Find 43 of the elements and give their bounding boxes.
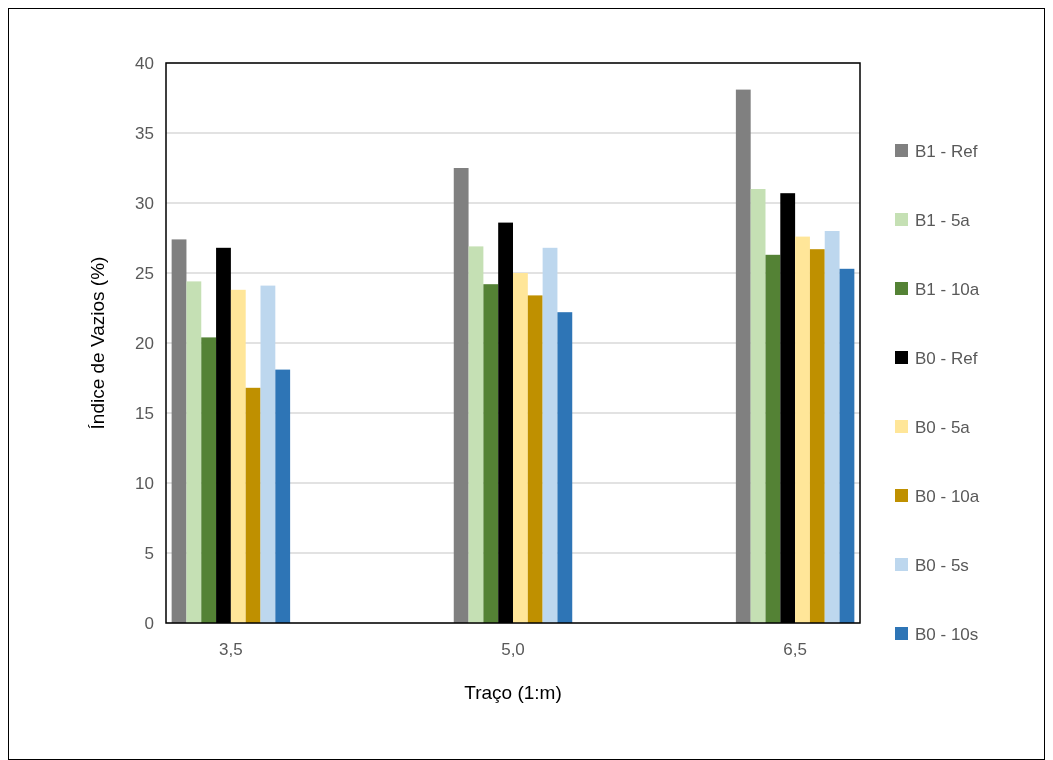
bar (527, 295, 543, 623)
bar (230, 289, 246, 623)
y-tick-label: 0 (144, 613, 154, 633)
bar (171, 239, 187, 623)
bar (735, 89, 751, 623)
legend-label: B0 - 5a (915, 417, 971, 437)
bar (513, 273, 528, 623)
bar (201, 337, 217, 623)
bar (750, 189, 766, 623)
legend-label: B1 - 5a (915, 210, 971, 230)
legend-label: B0 - 10s (915, 624, 979, 644)
bar (839, 268, 855, 623)
y-tick-label: 40 (135, 53, 154, 73)
bar (453, 168, 469, 623)
bar (468, 246, 484, 623)
bar (260, 285, 276, 623)
x-tick-label: 3,5 (219, 640, 243, 659)
bar (186, 281, 202, 623)
legend-label: B1 - Ref (915, 141, 978, 161)
bar (483, 284, 499, 623)
legend-label: B0 - 10a (915, 486, 980, 506)
bar (245, 387, 261, 623)
legend-label: B0 - 5s (915, 555, 969, 575)
x-tick-label: 5,0 (501, 640, 525, 659)
bar (824, 231, 840, 623)
bar (275, 369, 291, 623)
y-tick-label: 25 (135, 263, 154, 283)
y-tick-label: 5 (144, 543, 154, 563)
y-tick-label: 15 (135, 403, 154, 423)
legend-label: B1 - 10a (915, 279, 980, 299)
bar (542, 247, 558, 623)
bar (765, 254, 781, 623)
y-tick-label: 10 (135, 473, 154, 493)
bar (809, 249, 825, 623)
x-tick-label: 6,5 (783, 640, 807, 659)
y-axis-title: Índice de Vazios (%) (87, 256, 108, 430)
bar (795, 236, 810, 623)
y-tick-label: 30 (135, 193, 154, 213)
x-axis-title: Traço (1:m) (464, 682, 562, 703)
y-tick-label: 35 (135, 123, 154, 143)
legend-label: B0 - Ref (915, 348, 978, 368)
bar (557, 312, 573, 623)
y-tick-label: 20 (135, 333, 154, 353)
